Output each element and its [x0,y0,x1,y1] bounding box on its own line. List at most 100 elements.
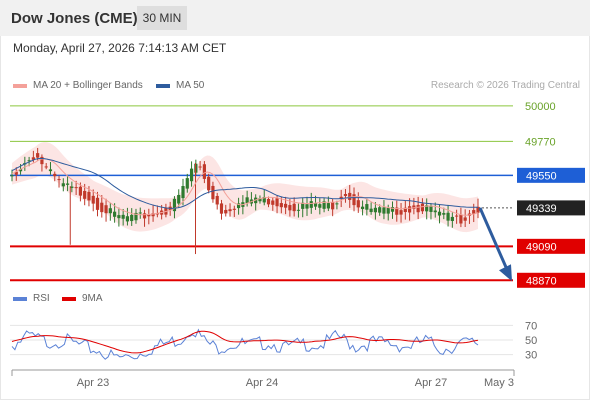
candle-body [425,205,429,212]
candle-body [78,186,83,196]
candle-body [472,210,476,214]
candle-body [373,207,377,213]
candle-body [202,164,206,179]
candle-body [284,203,288,208]
instrument-title: Dow Jones (CME) [11,10,138,27]
x-tick-label: Apr 27 [415,377,447,389]
candle-body [104,205,108,214]
candle-body [305,204,309,209]
candle-body [262,196,266,203]
candle-body [181,186,185,199]
ma50-line [11,157,478,209]
credit-text: Research © 2026 Trading Central [430,80,580,91]
level-label-48870: 48870 [526,275,557,287]
candle-body [433,210,437,213]
candle-body [292,203,296,212]
candle-body [130,214,134,222]
candle-body [53,173,57,177]
candle-body [134,212,138,221]
candle-body [309,201,313,208]
legend-ma20: MA 20 + Bollinger Bands [13,80,143,91]
candle-body [91,195,95,204]
candle-body [275,198,279,207]
candle-body [83,190,87,199]
candle-body [331,202,335,210]
candle-body [70,186,74,188]
rsi-tick-label: 30 [525,350,537,362]
ma20-line [11,158,479,216]
level-label-49090: 49090 [526,241,557,253]
candle-body [232,208,236,210]
candle-body [326,203,330,209]
candle-body [151,213,155,217]
candle-body [356,200,360,208]
candle-body [219,203,224,214]
candle-body [412,205,416,209]
candle-body [360,206,365,210]
candle-body [198,166,202,168]
rsi-tick-label: 50 [525,335,537,347]
timestamp: Monday, April 27, 2026 7:14:13 AM CET [13,41,227,55]
legend-rsi-ma: 9MA [62,293,103,304]
rsi-ma-line [11,330,479,354]
candle-body [318,204,322,208]
candle-body [117,215,121,219]
candle-body [65,183,70,185]
candle-body [369,208,373,213]
candle-body [382,207,386,214]
candle-body [450,216,454,221]
candle-body [228,209,232,212]
candle-body [31,157,35,160]
forecast-arrow-head [499,264,512,282]
level-badge-48870 [517,272,585,288]
candle-body [395,207,399,215]
candle-body [322,201,326,209]
candle-body [215,195,219,205]
candle-body [455,215,459,217]
candle-body [399,210,403,215]
candle-body [463,217,467,221]
candle-body [14,171,18,175]
candle-body [74,187,78,189]
legend-ma50-label: MA 50 [176,80,205,91]
candle-body [10,175,14,177]
bollinger-band [12,142,478,233]
candle-body [125,216,130,222]
candle-body [36,153,40,158]
candle-body [185,178,189,189]
candle-body [365,204,369,210]
candle-body [207,176,211,191]
candle-body [429,205,433,212]
level-badge-49090 [517,238,585,254]
legend-rsi: RSI [13,293,50,304]
candle-body [386,207,390,214]
candle-body [343,194,348,196]
x-tick-label: Apr 23 [77,377,109,389]
candle-body [459,214,463,224]
candle-body [211,185,215,200]
x-tick-label: May 3 [484,377,514,389]
candle-body [339,196,343,200]
candle-body [27,160,31,162]
legend-rsi-label: RSI [33,293,50,304]
level-label-49339: 49339 [526,203,557,215]
level-label-49550: 49550 [526,170,557,182]
candle-body [403,207,407,213]
candle-body [266,198,271,205]
candle-body [279,203,283,208]
candle-body [416,205,420,213]
interval-button[interactable]: 30 MIN [137,6,187,30]
forecast-arrow-line [478,207,508,268]
candle-body [442,213,446,215]
candle-body [420,203,425,212]
candle-body [100,202,104,213]
candle-body [437,211,442,216]
candle-body [224,209,228,214]
candle-body [147,214,151,217]
x-tick-label: Apr 24 [246,377,278,389]
candle-body [476,206,480,213]
legend-ma50: MA 50 [156,80,204,91]
legend-rsi-swatch [13,296,27,301]
legend-rsi-ma-label: 9MA [82,293,103,304]
